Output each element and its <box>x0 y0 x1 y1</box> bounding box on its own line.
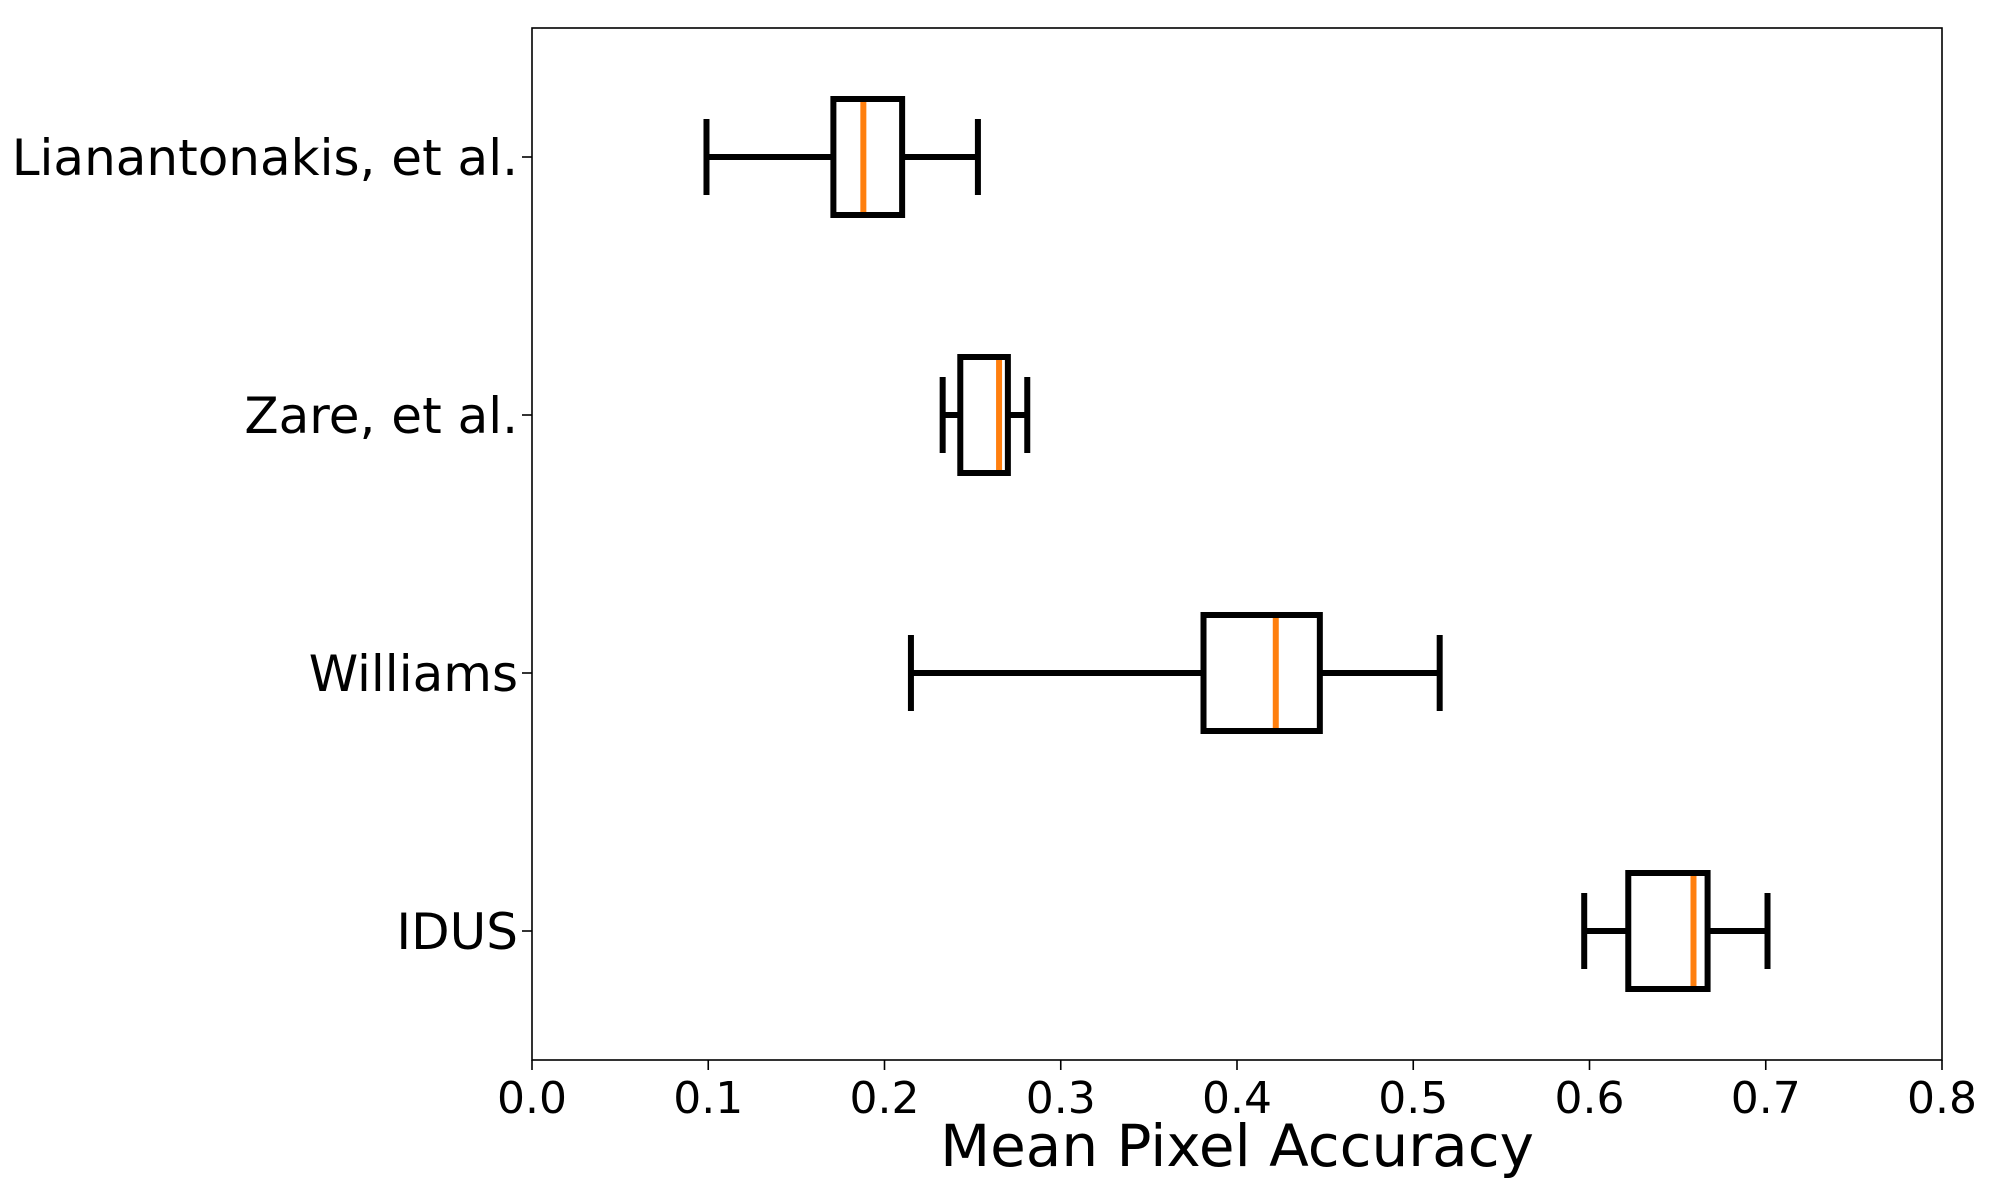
x-axis-title: Mean Pixel Accuracy <box>940 1112 1534 1180</box>
boxes-layer <box>703 96 1771 992</box>
x-tick-label: 0.8 <box>1907 1073 1977 1124</box>
x-tick-label: 0.0 <box>497 1073 567 1124</box>
box-lianantonakis-et-al <box>703 96 981 218</box>
y-tick-label: Williams <box>309 645 518 703</box>
y-tick-label: Zare, et al. <box>244 387 518 445</box>
box-williams <box>907 612 1443 734</box>
x-tick-label: 0.5 <box>1378 1073 1448 1124</box>
x-tick-label: 0.7 <box>1731 1073 1801 1124</box>
y-tick-label: IDUS <box>396 903 518 961</box>
y-axis: Lianantonakis, et al. Zare, et al. William… <box>12 129 532 961</box>
iqr-box <box>1200 612 1323 734</box>
x-tick-label: 0.4 <box>1202 1073 1272 1124</box>
box-zare-et-al <box>939 354 1031 476</box>
x-tick-label: 0.3 <box>1026 1073 1096 1124</box>
x-tick-label: 0.2 <box>850 1073 920 1124</box>
x-tick-label: 0.6 <box>1555 1073 1625 1124</box>
x-tick-label: 0.1 <box>673 1073 743 1124</box>
iqr-box <box>830 96 906 218</box>
y-tick-label: Lianantonakis, et al. <box>12 129 518 187</box>
x-axis: 0.0 0.1 0.2 0.3 0.4 0.5 0.6 0.7 0.8 <box>497 1060 1977 1124</box>
plot-area <box>531 27 1943 1061</box>
box-idus <box>1581 870 1771 992</box>
